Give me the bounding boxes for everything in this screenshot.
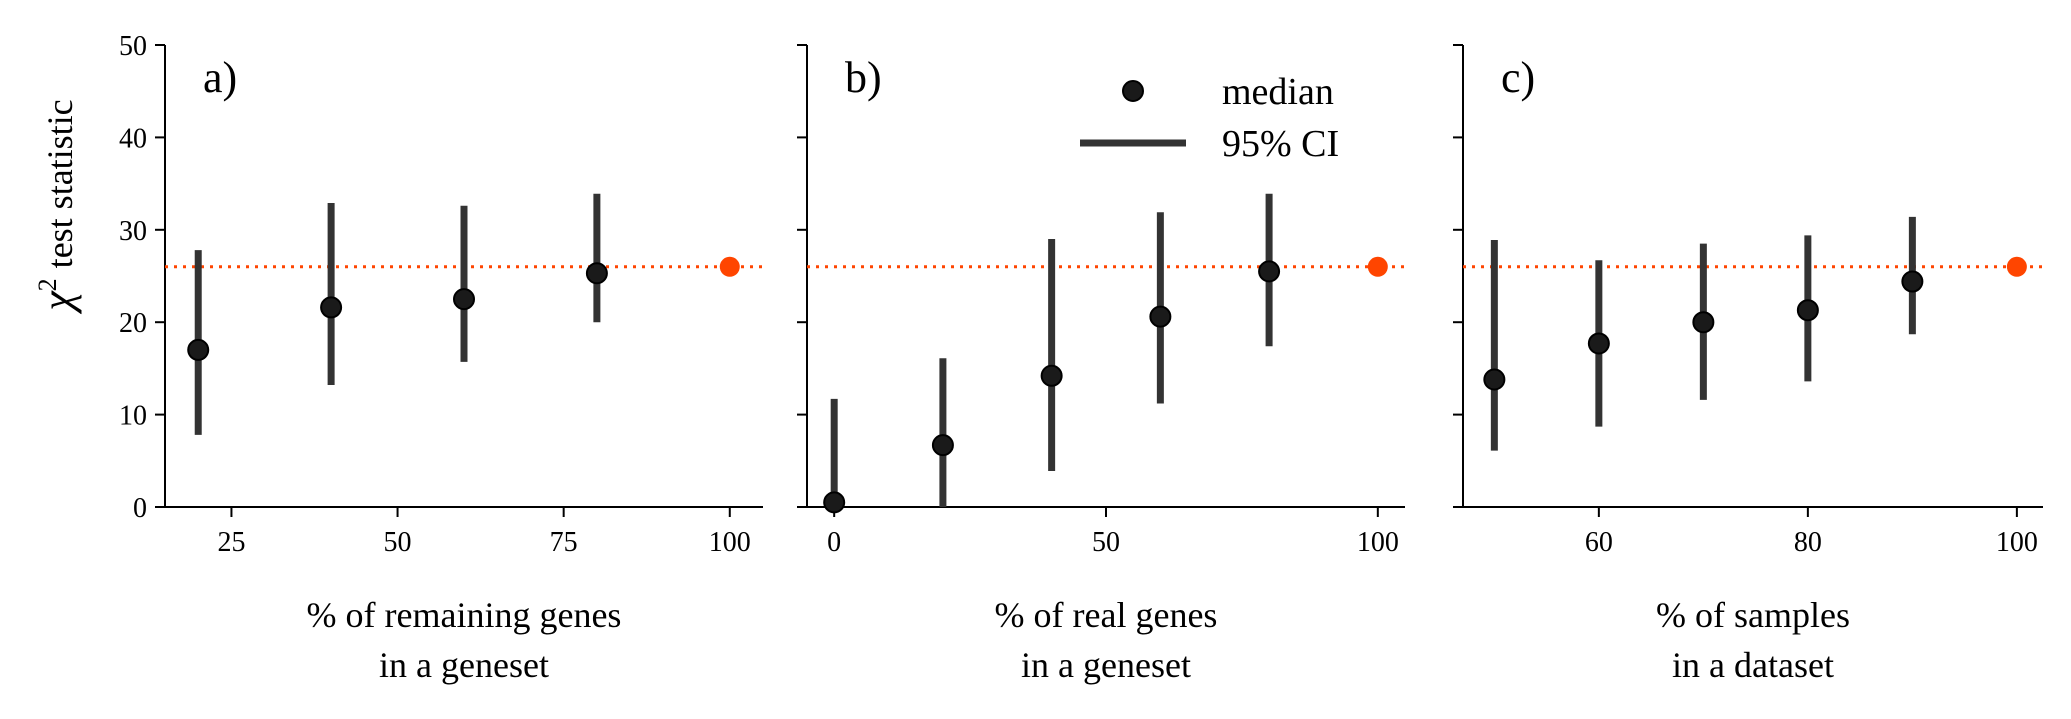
- y-tick-label: 20: [119, 308, 147, 339]
- panel-1: 0 10 20 30 40 50 25 50 75 100 % of remaining genes…: [119, 31, 763, 685]
- x-tick-label: 75: [550, 527, 578, 558]
- panel-2: 0 50 100 % of real genes in a geneset b) media…: [797, 44, 1405, 685]
- x-tick-label: 50: [384, 527, 412, 558]
- median-point: [1149, 305, 1172, 328]
- reference-point: [1367, 256, 1388, 277]
- x-tick-label: 25: [217, 527, 245, 558]
- median-point: [1258, 260, 1281, 283]
- y-axis-label-superscript: 2: [33, 278, 62, 291]
- reference-point: [2006, 256, 2027, 277]
- median-point: [823, 491, 846, 514]
- median-point: [320, 296, 343, 319]
- y-tick-label: 50: [119, 31, 147, 62]
- x-tick-label: 50: [1092, 527, 1120, 558]
- median-point: [1040, 364, 1063, 387]
- y-axis-label-symbol: χ: [33, 290, 82, 315]
- x-tick-label: 0: [827, 527, 841, 558]
- median-point: [453, 288, 475, 311]
- panel-label: b): [845, 53, 882, 102]
- median-point: [585, 262, 608, 285]
- y-tick-label: 10: [119, 401, 147, 432]
- x-axis-label-line-2: in a geneset: [1021, 645, 1191, 685]
- legend-median-marker: [1122, 80, 1144, 102]
- y-axis-label: χ2 test statistic: [33, 99, 82, 314]
- x-tick-label: 100: [709, 527, 751, 558]
- x-axis-label-line-1: % of real genes: [995, 595, 1218, 635]
- x-axis-label-line-2: in a dataset: [1672, 645, 1834, 685]
- x-tick-label: 100: [1996, 527, 2038, 558]
- reference-point: [719, 256, 740, 277]
- x-axis-label-line-1: % of remaining genes: [307, 595, 622, 635]
- y-tick-label: 0: [133, 493, 147, 524]
- x-tick-label: 80: [1794, 527, 1822, 558]
- legend: median 95% CI: [1080, 71, 1339, 165]
- median-point: [1483, 368, 1506, 391]
- legend-ci-label: 95% CI: [1222, 123, 1339, 165]
- panel-3: 60 80 100 % of samples in a dataset c): [1453, 44, 2043, 685]
- legend-median-label: median: [1222, 71, 1334, 113]
- x-axis-label-line-2: in a geneset: [379, 645, 549, 685]
- median-point: [1901, 270, 1924, 293]
- y-tick-label: 30: [119, 216, 147, 247]
- x-tick-label: 100: [1357, 527, 1399, 558]
- panels: 0 10 20 30 40 50 25 50 75 100 % of remaining genes…: [119, 31, 2043, 685]
- y-tick-label: 40: [119, 123, 147, 154]
- median-point: [1796, 299, 1819, 322]
- x-tick-label: 60: [1585, 527, 1613, 558]
- median-point: [1587, 332, 1610, 355]
- panel-label: c): [1501, 53, 1535, 102]
- median-point: [931, 434, 954, 457]
- y-axis-label-text: test statistic: [40, 99, 80, 268]
- panel-label: a): [203, 53, 237, 102]
- x-axis-label-line-1: % of samples: [1656, 595, 1850, 635]
- median-point: [187, 338, 210, 361]
- median-point: [1692, 311, 1715, 334]
